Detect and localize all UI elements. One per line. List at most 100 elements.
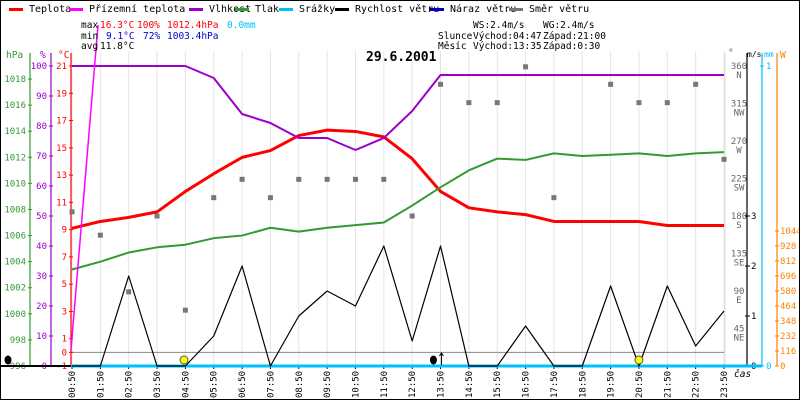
direction-tick-label: 45 bbox=[734, 325, 745, 335]
x-tick-label: 02:50 bbox=[125, 371, 135, 398]
x-tick-label: 17:50 bbox=[550, 371, 560, 398]
pressure-tick-label: 1012 bbox=[4, 153, 26, 163]
direction-tick-label: 360 bbox=[731, 62, 747, 72]
pressure-tick-label: 998 bbox=[10, 336, 26, 346]
legend-tlak: Tlak bbox=[235, 4, 279, 15]
x-tick-label: 04:50 bbox=[181, 371, 191, 398]
sunset-info: Západ:21:00 bbox=[543, 31, 606, 42]
pressure-tick-label: 1002 bbox=[4, 284, 26, 294]
legend-smer-vetru: Směr větru bbox=[509, 4, 589, 15]
humidity-tick-label: 60 bbox=[36, 182, 47, 192]
stat-max-label: max bbox=[81, 20, 99, 31]
stat-min-hum: 72% bbox=[143, 31, 161, 42]
solar-tick-label: 928 bbox=[780, 242, 796, 252]
direction-compass-label: SW bbox=[734, 184, 745, 194]
legend-label: Teplota bbox=[29, 4, 72, 15]
direction-tick-label: 90 bbox=[734, 287, 745, 297]
legend-swatch bbox=[335, 7, 349, 11]
humidity-tick-label: 100 bbox=[31, 62, 47, 72]
rain-tick-label: 0 bbox=[766, 362, 771, 372]
direction-compass-label: SE bbox=[734, 259, 745, 269]
direction-compass-label: NW bbox=[734, 109, 745, 119]
x-tick-label: 06:50 bbox=[238, 371, 248, 398]
axis-unit-deg: ° bbox=[728, 48, 734, 59]
direction-tick-label: 135 bbox=[731, 250, 747, 260]
solar-tick-label: 812 bbox=[780, 257, 796, 267]
temperature-tick-label: 5 bbox=[62, 280, 67, 290]
direction-point bbox=[352, 176, 358, 182]
direction-point bbox=[438, 81, 444, 87]
temperature-tick-label: 17 bbox=[56, 117, 67, 127]
direction-point bbox=[267, 195, 273, 201]
direction-tick-label: 270 bbox=[731, 137, 747, 147]
axis-unit-temp: °C bbox=[58, 50, 70, 61]
direction-point bbox=[69, 209, 75, 215]
direction-point bbox=[381, 176, 387, 182]
temperature-tick-label: 7 bbox=[62, 253, 67, 263]
humidity-tick-label: 10 bbox=[36, 332, 47, 342]
x-tick-label: 10:50 bbox=[351, 371, 361, 398]
axis-unit-ms: m/s bbox=[747, 50, 762, 59]
direction-point bbox=[494, 100, 500, 106]
x-tick-label: 03:50 bbox=[153, 371, 163, 398]
temperature-tick-label: 13 bbox=[56, 171, 67, 181]
stat-min-temp: 9.1°C bbox=[106, 31, 135, 42]
legend-srazky: Srážky bbox=[279, 4, 335, 15]
rain-tick-label: 1 bbox=[766, 62, 771, 72]
moonset-info: Západ:0:30 bbox=[543, 41, 601, 52]
moonrise-marker bbox=[429, 355, 437, 365]
axis-unit-pct: % bbox=[40, 50, 46, 61]
pressure-tick-label: 1018 bbox=[4, 75, 26, 85]
solar-tick-label: 116 bbox=[780, 347, 796, 357]
x-tick-label: 01:50 bbox=[96, 371, 106, 398]
humidity-tick-label: 70 bbox=[36, 152, 47, 162]
legend-swatch bbox=[69, 7, 83, 11]
direction-point bbox=[693, 81, 699, 87]
pressure-tick-label: 1014 bbox=[4, 127, 26, 137]
pressure-tick-label: 1008 bbox=[4, 205, 26, 215]
legend-rychlost-vetru: Rychlost větru bbox=[335, 4, 439, 15]
legend-label: Srážky bbox=[299, 4, 336, 15]
direction-point bbox=[154, 213, 160, 219]
solar-tick-label: 464 bbox=[780, 302, 796, 312]
legend-label: Náraz větru bbox=[450, 4, 517, 15]
direction-tick-label: 315 bbox=[731, 100, 747, 110]
direction-tick-label: 225 bbox=[731, 175, 747, 185]
axis-unit-mm: mm bbox=[764, 50, 774, 59]
sun-label: Slunce bbox=[438, 31, 473, 42]
solar-tick-label: 348 bbox=[780, 317, 796, 327]
wind-tick-label: 1 bbox=[751, 312, 756, 322]
wind-speed-info: WS:2.4m/s bbox=[473, 20, 525, 31]
legend-label: Směr větru bbox=[529, 4, 590, 15]
moonrise-arrow-icon bbox=[439, 352, 444, 365]
direction-point bbox=[664, 100, 670, 106]
legend-swatch bbox=[509, 7, 523, 11]
humidity-tick-label: 50 bbox=[36, 212, 47, 222]
axis-unit-w: W bbox=[780, 50, 786, 61]
series-line-teplota bbox=[71, 128, 724, 230]
series-line-rychlost-větru bbox=[72, 245, 725, 367]
humidity-tick-label: 80 bbox=[36, 122, 47, 132]
temperature-tick-label: 15 bbox=[56, 144, 67, 154]
pressure-tick-label: 1010 bbox=[4, 179, 26, 189]
x-tick-label: 08:50 bbox=[295, 371, 305, 398]
temperature-tick-label: 11 bbox=[56, 198, 67, 208]
legend-swatch bbox=[189, 7, 203, 11]
direction-compass-label: S bbox=[736, 221, 741, 231]
wind-gust-info: WG:2.4m/s bbox=[543, 20, 595, 31]
wind-tick-label: 3 bbox=[751, 212, 756, 222]
stat-min-press: 1003.4hPa bbox=[167, 31, 219, 42]
direction-point bbox=[608, 81, 614, 87]
apparent-temperature-line bbox=[70, 25, 99, 350]
moonset-marker bbox=[4, 355, 12, 365]
temperature-tick-label: 1 bbox=[62, 335, 67, 345]
direction-point bbox=[324, 176, 330, 182]
direction-point bbox=[239, 176, 245, 182]
x-tick-label: 19:50 bbox=[607, 371, 617, 398]
sunrise-info: Východ:04:47 bbox=[473, 31, 542, 42]
x-tick-label: 18:50 bbox=[578, 371, 588, 398]
wind-tick-label: 2 bbox=[751, 262, 756, 272]
stat-min-label: min bbox=[81, 31, 99, 42]
chart-title: 29.6.2001 bbox=[366, 50, 437, 65]
